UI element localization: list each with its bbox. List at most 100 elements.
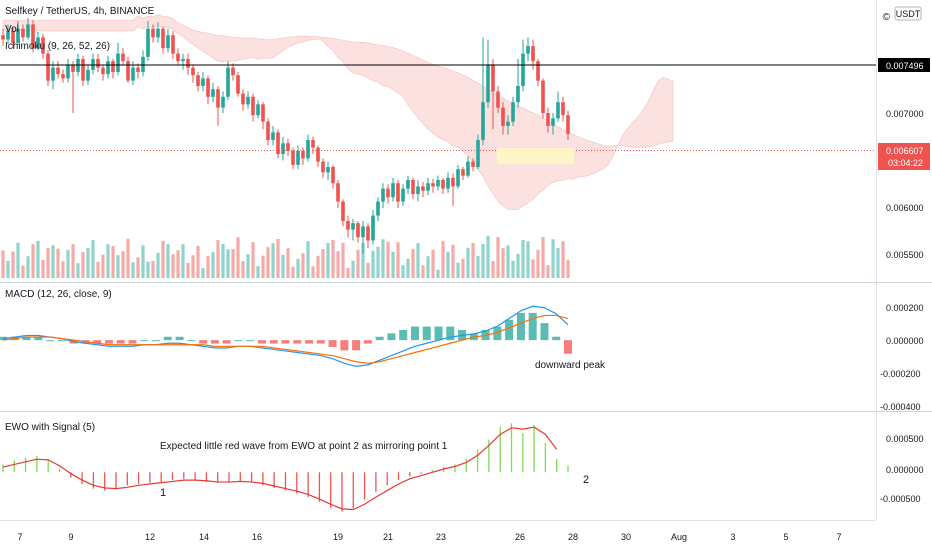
currency-badge[interactable] xyxy=(894,6,922,21)
candle xyxy=(41,37,45,54)
volume-bar xyxy=(311,266,315,278)
candle xyxy=(26,24,30,38)
macd-histogram-bar xyxy=(128,340,137,344)
volume-bar xyxy=(36,241,40,278)
candle xyxy=(121,53,125,62)
macd-histogram-bar xyxy=(446,326,455,341)
candle xyxy=(461,169,465,176)
candle xyxy=(441,179,445,189)
candle xyxy=(341,201,345,221)
candle xyxy=(276,132,280,155)
macd-histogram-bar xyxy=(222,340,231,344)
volume-bars xyxy=(1,236,570,278)
macd-tick: 0.000000 xyxy=(886,336,924,346)
highlight-box[interactable] xyxy=(497,148,574,164)
macd-histogram-bar xyxy=(140,340,149,342)
candle xyxy=(401,188,405,202)
ewo-point-2[interactable]: 2 xyxy=(583,474,589,486)
volume-bar xyxy=(136,257,140,278)
volume-bar xyxy=(371,250,375,278)
volume-bar xyxy=(81,252,85,278)
volume-bar xyxy=(531,259,535,278)
volume-bar xyxy=(71,244,75,278)
candle xyxy=(546,113,550,126)
volume-bar xyxy=(346,267,350,278)
macd-histogram-bar xyxy=(540,323,549,341)
candle xyxy=(501,107,505,126)
macd-histogram-bar xyxy=(528,312,537,341)
volume-bar xyxy=(211,252,215,278)
candle xyxy=(486,64,490,103)
candle xyxy=(116,53,120,72)
volume-bar xyxy=(451,244,455,278)
macd-histogram-bar xyxy=(352,340,361,351)
candle xyxy=(241,93,245,105)
macd-histogram-bar xyxy=(399,329,408,341)
volume-bar xyxy=(201,268,205,278)
volume-bar xyxy=(1,250,5,278)
ewo-tick: 0.000500 xyxy=(886,434,924,444)
volume-bar xyxy=(281,255,285,278)
volume-bar xyxy=(106,244,110,278)
volume-bar xyxy=(191,255,195,278)
volume-bar xyxy=(426,256,430,278)
volume-bar xyxy=(436,269,440,278)
candle xyxy=(6,30,10,40)
volume-bar xyxy=(226,249,230,278)
macd-histogram-bar xyxy=(422,326,431,341)
candle xyxy=(531,46,535,62)
candle xyxy=(286,143,290,151)
volume-bar xyxy=(401,265,405,278)
volume-bar xyxy=(16,242,20,278)
volume-bar xyxy=(61,261,65,278)
time-tick: 30 xyxy=(621,532,631,542)
candle xyxy=(256,104,260,116)
volume-bar xyxy=(541,237,545,278)
macd-histogram-bar xyxy=(246,340,255,342)
volume-bar xyxy=(521,240,525,278)
volume-bar xyxy=(46,248,50,278)
volume-bar xyxy=(181,244,185,278)
candle xyxy=(521,53,525,86)
macd-annotation[interactable]: downward peak xyxy=(535,360,606,371)
volume-bar xyxy=(466,247,470,278)
candle xyxy=(481,102,485,140)
candle xyxy=(321,161,325,173)
price-marker-last-text: 0.006607 xyxy=(886,146,924,156)
candle xyxy=(426,183,430,191)
candle xyxy=(306,140,310,159)
candle xyxy=(326,167,330,173)
time-tick: 7 xyxy=(836,532,841,542)
signal-line xyxy=(2,314,569,364)
macd-histogram-bar xyxy=(434,326,443,341)
volume-bar xyxy=(196,246,200,278)
candle xyxy=(176,53,180,62)
price-marker-high-text: 0.007496 xyxy=(886,61,924,71)
candle xyxy=(236,75,240,94)
candle xyxy=(171,35,175,54)
ewo-annotation[interactable]: Expected little red wave from EWO at poi… xyxy=(160,441,448,452)
candle xyxy=(516,86,520,103)
volume-bar xyxy=(431,249,435,278)
candle xyxy=(1,35,5,40)
macd-histogram-bar xyxy=(34,336,43,341)
volume-bar xyxy=(501,248,505,278)
candle xyxy=(496,91,500,108)
volume-bar xyxy=(551,239,555,278)
volume-bar xyxy=(221,244,225,278)
time-axis: 7 9 12 14 16 19 21 23 26 28 30 Aug 3 5 7 xyxy=(17,532,841,542)
volume-bar xyxy=(146,261,150,278)
macd-histogram-bar xyxy=(505,319,514,341)
volume-bar xyxy=(261,255,265,278)
volume-bar xyxy=(316,255,320,278)
volume-bar xyxy=(516,254,520,278)
macd-histogram-bar xyxy=(305,340,314,344)
ewo-point-1[interactable]: 1 xyxy=(160,487,166,499)
volume-bar xyxy=(296,258,300,278)
candle xyxy=(261,104,265,122)
candle xyxy=(311,140,315,148)
macd-histogram-bar xyxy=(516,312,525,341)
macd-histogram-bar xyxy=(210,340,219,344)
time-tick: 26 xyxy=(515,532,525,542)
